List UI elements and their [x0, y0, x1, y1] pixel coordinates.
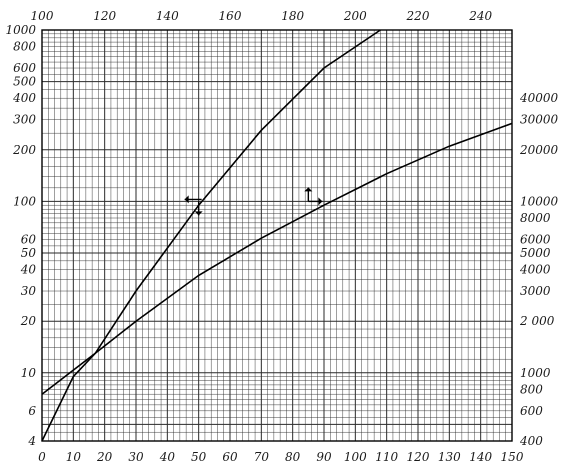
grid — [41, 29, 513, 442]
y-right-tick-label: 8000 — [520, 211, 551, 225]
bottom-axis-ticks: 0 10 20 30 40 50 60 70 80 90 100 110 120 130 140 150 — [38, 450, 524, 464]
y-left-tick-label: 20 — [20, 314, 37, 328]
x-bottom-tick-label: 110 — [375, 450, 398, 464]
y-left-tick-label: 400 — [12, 91, 36, 105]
x-bottom-tick-label: 120 — [407, 450, 430, 464]
y-left-tick-label: 500 — [13, 75, 36, 89]
y-right-tick-label: 600 — [520, 404, 543, 418]
x-top-tick-label: 220 — [406, 9, 430, 23]
x-bottom-tick-label: 0 — [38, 450, 46, 464]
y-right-tick-label: 1000 — [520, 366, 551, 380]
x-bottom-tick-label: 100 — [344, 450, 367, 464]
x-bottom-tick-label: 30 — [128, 450, 144, 464]
x-bottom-tick-label: 60 — [222, 450, 238, 464]
series-line-1 — [41, 29, 381, 442]
y-right-tick-label: 2 000 — [519, 314, 555, 328]
arrow-right-marker — [308, 197, 323, 206]
x-bottom-tick-label: 150 — [501, 450, 524, 464]
y-left-tick-label: 6 — [28, 404, 36, 418]
x-bottom-tick-label: 70 — [254, 450, 270, 464]
y-left-tick-label: 30 — [21, 284, 37, 298]
x-top-tick-label: 180 — [281, 9, 304, 23]
x-bottom-tick-label: 130 — [438, 450, 461, 464]
y-left-tick-label: 4 — [27, 434, 36, 448]
arrow-down-marker — [194, 201, 203, 216]
x-top-tick-label: 140 — [156, 9, 179, 23]
x-bottom-tick-label: 50 — [191, 450, 207, 464]
x-bottom-tick-label: 40 — [159, 450, 176, 464]
annotation-group — [184, 187, 323, 216]
y-left-tick-label: 10 — [21, 366, 37, 380]
y-right-tick-label: 6000 — [520, 232, 551, 246]
y-left-tick-label: 600 — [13, 61, 36, 75]
y-right-tick-label: 20000 — [519, 143, 559, 157]
arrow-left-marker — [184, 195, 202, 204]
x-bottom-tick-label: 90 — [316, 450, 332, 464]
arrow-up-marker — [304, 187, 313, 202]
y-right-tick-label: 5000 — [520, 246, 551, 260]
y-left-tick-label: 100 — [13, 194, 36, 208]
x-bottom-tick-label: 80 — [285, 450, 301, 464]
y-right-tick-label: 40000 — [519, 91, 559, 105]
y-left-tick-label: 1000 — [5, 23, 36, 37]
x-top-tick-label: 240 — [468, 9, 492, 23]
y-left-tick-label: 800 — [13, 40, 36, 54]
x-bottom-tick-label: 140 — [469, 450, 492, 464]
series-line-2 — [41, 122, 513, 395]
y-right-tick-label: 3000 — [520, 284, 551, 298]
x-top-tick-label: 200 — [343, 9, 367, 23]
y-right-tick-label: 4000 — [519, 263, 551, 277]
plot-frame — [41, 29, 513, 442]
y-right-tick-label: 800 — [520, 382, 543, 396]
y-left-tick-label: 300 — [13, 113, 36, 127]
x-top-tick-label: 100 — [31, 9, 54, 23]
y-right-tick-label: 30000 — [520, 113, 559, 127]
y-left-tick-label: 50 — [21, 246, 37, 260]
top-axis-ticks: 100 120 140 160 180 200 220 240 — [31, 9, 493, 23]
y-left-tick-label: 60 — [21, 232, 37, 246]
x-bottom-tick-label: 10 — [66, 450, 82, 464]
series-group — [41, 29, 513, 442]
x-bottom-tick-label: 20 — [96, 450, 113, 464]
x-top-tick-label: 160 — [219, 9, 242, 23]
y-right-tick-label: 10000 — [520, 194, 559, 208]
y-left-tick-label: 200 — [12, 143, 36, 157]
y-left-tick-label: 40 — [20, 263, 37, 277]
y-right-tick-label: 400 — [519, 434, 543, 448]
x-top-tick-label: 120 — [93, 9, 116, 23]
